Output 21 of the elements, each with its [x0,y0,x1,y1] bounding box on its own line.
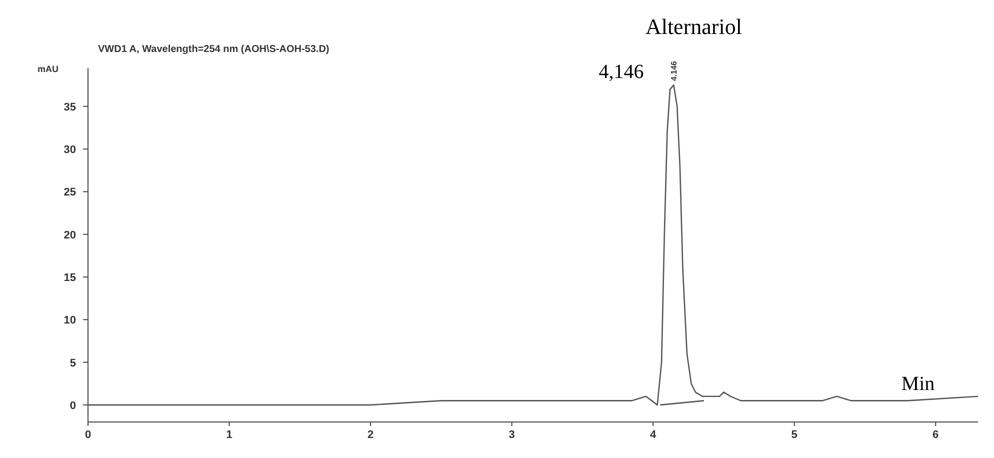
y-tick-label: 20 [64,229,76,242]
chart-title: VWD1 A, Wavelength=254 nm (AOH\S-AOH-53.D) [98,44,330,55]
x-tick-label: 2 [367,429,374,441]
annotation: 4,146 [598,61,644,83]
text: Alternariol [645,14,742,39]
x-tick-label: 3 [508,429,515,441]
y-tick-label: 5 [70,357,76,370]
x-tick-label: 5 [791,429,798,441]
x-tick-label: 1 [226,429,232,441]
y-tick-label: 30 [64,144,76,156]
y-tick-label: 15 [64,272,76,284]
y-tick-label: 10 [64,314,76,327]
x-tick-label: 0 [84,429,92,441]
x-tick-label: 4 [650,429,658,441]
annotation: 4.146 [670,60,679,82]
x-axis-title: Min [901,373,935,395]
y-tick-label: 0 [70,400,76,412]
x-tick-label: 6 [932,429,939,441]
y-tick-label: 35 [64,101,76,114]
y-tick-label: 25 [64,186,76,199]
y-axis-title: mAU [37,64,59,74]
